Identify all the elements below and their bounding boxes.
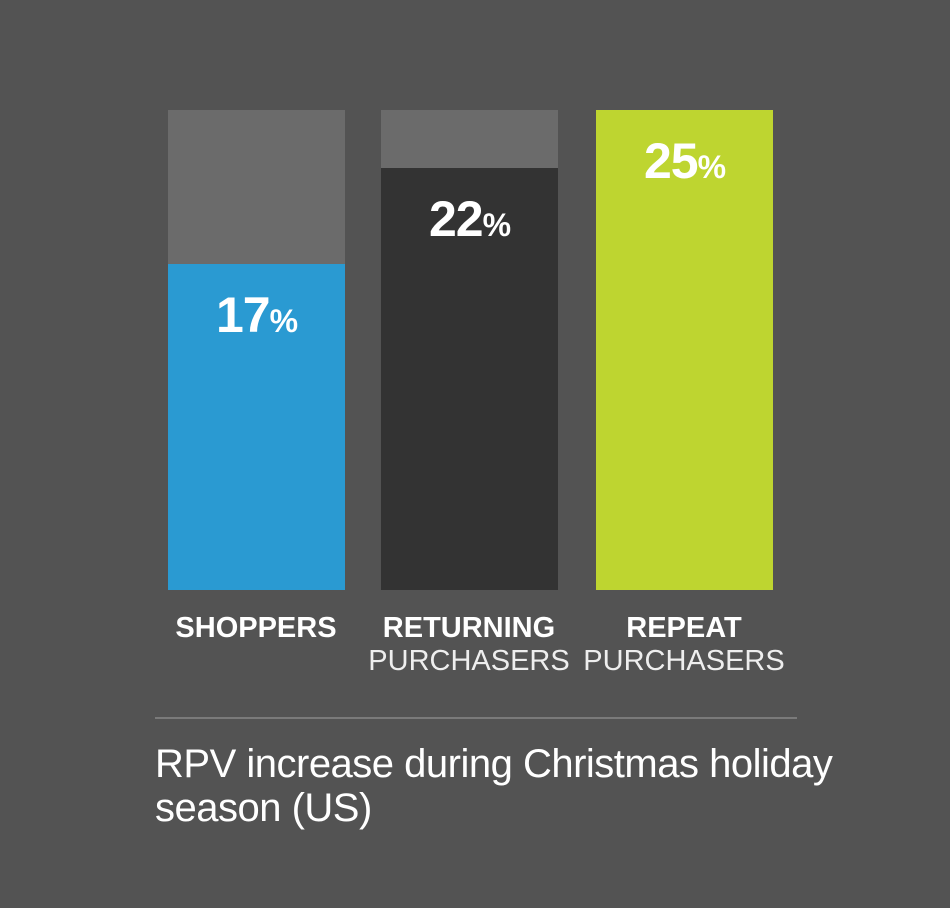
data-label-value: 25: [643, 133, 699, 189]
chart-title: RPV increase during Christmas holiday se…: [155, 742, 833, 830]
data-label-unit: %: [269, 303, 298, 339]
data-label-unit: %: [697, 149, 726, 185]
bar: [168, 264, 345, 590]
category-label-sub: PURCHASERS: [583, 645, 785, 677]
data-label: 17%: [168, 286, 345, 344]
bar-track: 17%: [168, 110, 345, 590]
category-label: REPEAT PURCHASERS: [574, 612, 794, 678]
category-label: SHOPPERS: [146, 612, 366, 645]
data-label-unit: %: [482, 207, 511, 243]
category-label-sub: PURCHASERS: [368, 645, 570, 677]
data-label: 25%: [596, 132, 773, 190]
data-label: 22%: [381, 190, 558, 248]
divider: [155, 717, 797, 719]
category-label-main: SHOPPERS: [175, 612, 337, 644]
category-label: RETURNING PURCHASERS: [359, 612, 579, 678]
data-label-value: 22: [428, 191, 484, 247]
data-label-value: 17: [215, 287, 271, 343]
category-label-main: RETURNING: [382, 612, 556, 644]
bar: [596, 110, 773, 590]
category-label-main: REPEAT: [626, 612, 742, 644]
bar: [381, 168, 558, 590]
bar-track: 25%: [596, 110, 773, 590]
bar-track: 22%: [381, 110, 558, 590]
